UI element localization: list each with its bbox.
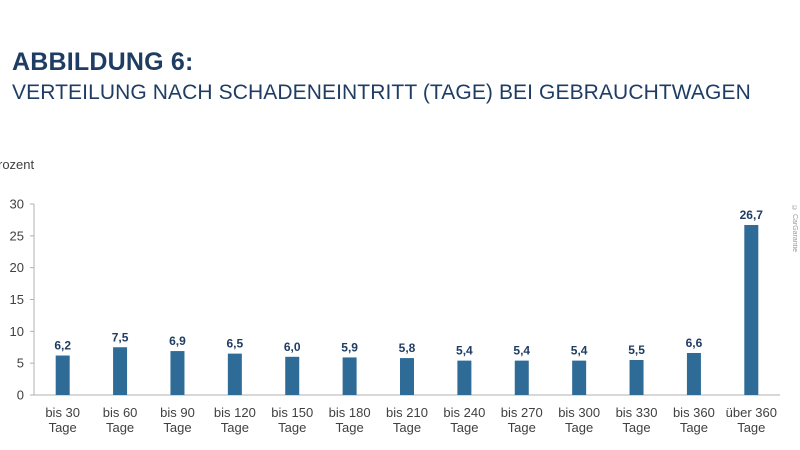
bar-value-label: 5,8 — [399, 341, 416, 355]
x-category-label: Tage — [163, 420, 191, 435]
x-category-label: Tage — [49, 420, 77, 435]
figure-header: ABBILDUNG 6: VERTEILUNG NACH SCHADENEINT… — [12, 48, 751, 106]
copyright-note: © CarGarantie — [791, 205, 798, 253]
x-category-label: Tage — [680, 420, 708, 435]
x-category-label: über 360 — [726, 405, 777, 420]
x-category-label: bis 360 — [673, 405, 715, 420]
y-axis-unit-label: rozent — [0, 157, 35, 172]
bar — [55, 355, 70, 395]
bar-value-label: 5,9 — [341, 340, 358, 354]
bar — [342, 357, 357, 395]
bar-value-label: 6,0 — [284, 340, 301, 354]
x-category-label: Tage — [278, 420, 306, 435]
x-category-label: bis 180 — [329, 405, 371, 420]
y-tick-label: 25 — [10, 228, 24, 243]
bar-value-label: 5,4 — [513, 344, 530, 358]
x-category-label: Tage — [336, 420, 364, 435]
x-category-label: Tage — [508, 420, 536, 435]
y-tick-label: 20 — [10, 260, 24, 275]
bar — [170, 351, 185, 395]
bar — [227, 353, 242, 395]
bar — [744, 225, 759, 395]
x-category-label: Tage — [450, 420, 478, 435]
x-category-label: Tage — [106, 420, 134, 435]
x-category-label: bis 60 — [103, 405, 138, 420]
bar-value-label: 5,4 — [571, 344, 588, 358]
bar-value-label: 6,6 — [686, 336, 703, 350]
x-category-label: Tage — [622, 420, 650, 435]
x-category-label: Tage — [737, 420, 765, 435]
x-category-label: bis 240 — [443, 405, 485, 420]
bar — [457, 360, 472, 395]
bar — [285, 356, 300, 395]
x-category-label: bis 90 — [160, 405, 195, 420]
y-tick-label: 15 — [10, 292, 24, 307]
x-category-label: bis 120 — [214, 405, 256, 420]
y-tick-label: 30 — [10, 197, 24, 212]
figure-label: ABBILDUNG 6: — [12, 48, 194, 76]
y-tick-label: 5 — [17, 356, 24, 371]
x-category-label: bis 300 — [558, 405, 600, 420]
x-category-label: bis 270 — [501, 405, 543, 420]
chart-title: VERTEILUNG NACH SCHADENEINTRITT (TAGE) B… — [12, 81, 751, 104]
x-category-label: bis 210 — [386, 405, 428, 420]
bar-value-label: 7,5 — [112, 330, 129, 344]
y-tick-label: 10 — [10, 324, 24, 339]
bar — [572, 360, 587, 395]
bar-value-label: 5,5 — [628, 343, 645, 357]
bar — [629, 359, 644, 395]
x-category-label: Tage — [393, 420, 421, 435]
bar-value-label: 6,9 — [169, 334, 186, 348]
bar-value-label: 6,2 — [54, 339, 71, 353]
x-category-label: Tage — [221, 420, 249, 435]
bar — [686, 352, 701, 395]
bar-value-label: 6,5 — [227, 337, 244, 351]
y-tick-label: 0 — [17, 388, 24, 403]
x-category-label: bis 150 — [271, 405, 313, 420]
x-category-label: bis 330 — [616, 405, 658, 420]
x-category-label: Tage — [565, 420, 593, 435]
bar-value-label: 26,7 — [740, 208, 764, 222]
bar — [514, 360, 529, 395]
x-category-label: bis 30 — [45, 405, 80, 420]
bar — [400, 358, 414, 395]
bar — [113, 347, 128, 395]
bar-value-label: 5,4 — [456, 344, 473, 358]
